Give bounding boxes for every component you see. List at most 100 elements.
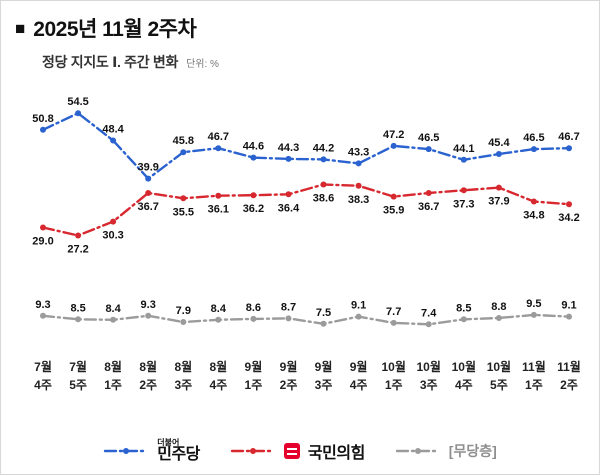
svg-text:10월: 10월 (382, 359, 406, 374)
svg-text:45.8: 45.8 (173, 135, 194, 147)
svg-text:10월: 10월 (452, 359, 476, 374)
svg-text:8월: 8월 (209, 359, 227, 374)
svg-text:10월: 10월 (417, 359, 441, 374)
svg-text:46.5: 46.5 (523, 132, 544, 144)
svg-text:45.4: 45.4 (488, 137, 510, 149)
svg-text:8.8: 8.8 (491, 301, 506, 313)
svg-text:1주: 1주 (104, 378, 122, 392)
unit-label: 단위: % (186, 59, 219, 70)
svg-text:9.3: 9.3 (35, 299, 50, 311)
svg-text:37.9: 37.9 (488, 196, 509, 208)
svg-text:34.2: 34.2 (558, 212, 579, 224)
svg-text:9.5: 9.5 (526, 298, 541, 310)
minjoo-line-sample-icon (104, 448, 149, 455)
svg-text:46.7: 46.7 (558, 131, 579, 143)
svg-text:9월: 9월 (350, 359, 368, 374)
svg-text:1주: 1주 (385, 378, 403, 392)
svg-text:7.5: 7.5 (316, 307, 331, 319)
svg-text:35.5: 35.5 (173, 206, 194, 218)
svg-text:9.3: 9.3 (141, 299, 156, 311)
svg-text:3주: 3주 (315, 378, 333, 392)
svg-text:30.3: 30.3 (102, 230, 123, 242)
svg-text:9월: 9월 (245, 359, 263, 374)
svg-text:4주: 4주 (34, 378, 52, 392)
svg-text:2주: 2주 (139, 378, 157, 392)
svg-text:7.7: 7.7 (386, 306, 401, 318)
title-row: ■ 2025년 11월 2주차 (15, 13, 583, 43)
minjoo-legend-label: 민주당 (157, 446, 200, 464)
legend-item-ppp: 국민의힘 (230, 439, 365, 463)
svg-text:4주: 4주 (455, 378, 473, 392)
svg-text:43.3: 43.3 (348, 146, 369, 158)
svg-text:9.1: 9.1 (351, 300, 366, 312)
svg-text:44.6: 44.6 (243, 141, 264, 153)
page-title: 2025년 11월 2주차 (33, 18, 197, 41)
svg-text:8.7: 8.7 (281, 301, 296, 313)
svg-text:36.1: 36.1 (208, 204, 229, 216)
chart-legend: 더불어 민주당 국민의힘 [무당층] (1, 437, 599, 464)
svg-text:47.2: 47.2 (383, 129, 404, 141)
ppp-party-logo-icon (283, 443, 300, 460)
svg-text:39.9: 39.9 (137, 162, 158, 174)
svg-text:8.4: 8.4 (211, 303, 227, 315)
svg-text:11월: 11월 (557, 359, 581, 374)
svg-text:44.1: 44.1 (453, 143, 474, 155)
header: ■ 2025년 11월 2주차 정당 지지도 Ⅰ. 주간 변화 단위: % (1, 1, 599, 72)
svg-text:1주: 1주 (525, 378, 543, 392)
svg-text:2주: 2주 (280, 378, 298, 392)
svg-text:54.5: 54.5 (67, 96, 88, 108)
svg-text:11월: 11월 (522, 359, 546, 374)
svg-text:48.4: 48.4 (102, 124, 124, 136)
svg-text:44.3: 44.3 (278, 142, 299, 154)
svg-text:3주: 3주 (174, 378, 192, 392)
svg-text:36.7: 36.7 (418, 201, 439, 213)
independent-legend-label: [무당층] (448, 443, 497, 460)
svg-text:9월: 9월 (315, 359, 333, 374)
ppp-legend-label: 국민의힘 (307, 445, 365, 463)
svg-text:29.0: 29.0 (32, 236, 53, 248)
legend-item-minjoo: 더불어 민주당 (103, 437, 200, 464)
svg-text:7.9: 7.9 (176, 305, 191, 317)
minjoo-logo-top-text: 더불어 (157, 437, 180, 447)
svg-text:5주: 5주 (69, 378, 87, 392)
svg-text:10월: 10월 (487, 359, 511, 374)
svg-text:4주: 4주 (209, 378, 227, 392)
svg-text:8월: 8월 (174, 359, 192, 374)
svg-text:44.2: 44.2 (313, 142, 334, 154)
svg-text:38.6: 38.6 (313, 193, 334, 205)
svg-text:27.2: 27.2 (67, 244, 88, 256)
independent-line-sample-icon (395, 448, 440, 455)
svg-text:36.2: 36.2 (243, 203, 264, 215)
svg-text:7월: 7월 (69, 359, 87, 374)
svg-text:8.5: 8.5 (70, 302, 85, 314)
party-support-line-chart: 50.8 54.5 48.4 39.9 45.8 46.7 44.6 44.3 44.2 43.3… (32, 96, 581, 392)
svg-text:36.7: 36.7 (137, 201, 158, 213)
svg-text:46.7: 46.7 (208, 131, 229, 143)
square-bullet-icon: ■ (15, 18, 26, 38)
svg-text:4주: 4주 (350, 378, 368, 392)
svg-text:37.3: 37.3 (453, 198, 474, 210)
svg-text:8월: 8월 (104, 359, 122, 374)
svg-text:9.1: 9.1 (561, 300, 576, 312)
svg-text:8.6: 8.6 (246, 302, 261, 314)
svg-text:8월: 8월 (139, 359, 157, 374)
svg-text:8.4: 8.4 (105, 303, 121, 315)
svg-text:9월: 9월 (280, 359, 298, 374)
svg-text:46.5: 46.5 (418, 132, 439, 144)
minjoo-party-logo: 더불어 민주당 (157, 437, 200, 464)
chart-subtitle: 정당 지지도 Ⅰ. 주간 변화 (42, 54, 179, 70)
svg-text:50.8: 50.8 (32, 113, 53, 125)
svg-text:5주: 5주 (490, 378, 508, 392)
legend-item-independent: [무당층] (395, 441, 497, 461)
svg-text:8.5: 8.5 (456, 302, 471, 314)
subtitle-row: 정당 지지도 Ⅰ. 주간 변화 단위: % (42, 52, 583, 72)
svg-text:7.4: 7.4 (421, 307, 437, 319)
svg-text:35.9: 35.9 (383, 205, 404, 217)
svg-text:3주: 3주 (420, 378, 438, 392)
ppp-line-sample-icon (230, 448, 276, 455)
svg-text:2주: 2주 (560, 378, 578, 392)
svg-text:38.3: 38.3 (348, 194, 369, 206)
svg-text:1주: 1주 (245, 378, 263, 392)
svg-text:36.4: 36.4 (278, 202, 300, 214)
